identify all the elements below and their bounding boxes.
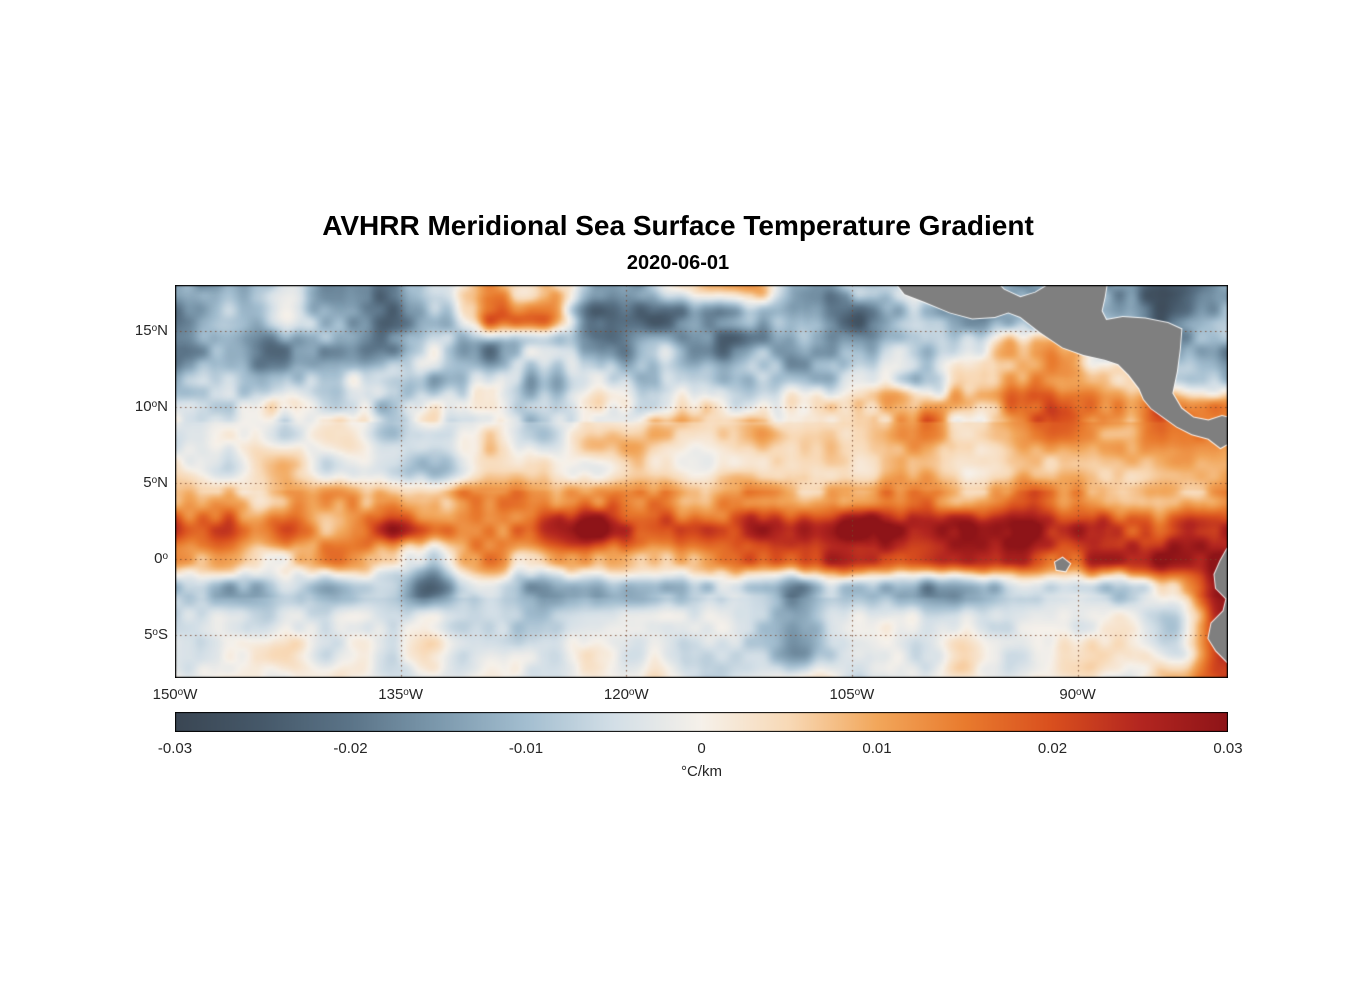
colorbar-tick-label: -0.03 (157, 740, 193, 757)
colorbar-tick-label: 0.02 (1037, 740, 1068, 757)
x-tick-label: 150oW (152, 686, 198, 703)
colorbar-unit-label: °C/km (681, 763, 722, 780)
colorbar-tick-label: 0 (697, 740, 706, 757)
x-tick-label: 135oW (378, 686, 424, 703)
colorbar-tick-label: 0.03 (1213, 740, 1243, 757)
x-tick-label: 105oW (829, 686, 875, 703)
y-tick-label: 5oN (143, 474, 168, 492)
y-tick-label: 0o (154, 550, 168, 568)
x-tick-label: 90oW (1059, 686, 1096, 703)
y-tick-label: 10oN (134, 397, 168, 415)
chart-date-subtitle: 2020-06-01 (626, 252, 730, 274)
colorbar-tick-label: -0.02 (333, 740, 368, 757)
colorbar-tick-label: 0.01 (862, 740, 892, 757)
y-tick-label: 15oN (134, 321, 168, 339)
chart-title: AVHRR Meridional Sea Surface Temperature… (322, 210, 1034, 241)
colorbar-tick-label: -0.01 (508, 740, 544, 757)
x-tick-label: 120oW (603, 686, 649, 703)
y-tick-label: 5oS (144, 626, 168, 644)
sst-gradient-heatmap (175, 285, 1228, 678)
colorbar (175, 712, 1228, 732)
